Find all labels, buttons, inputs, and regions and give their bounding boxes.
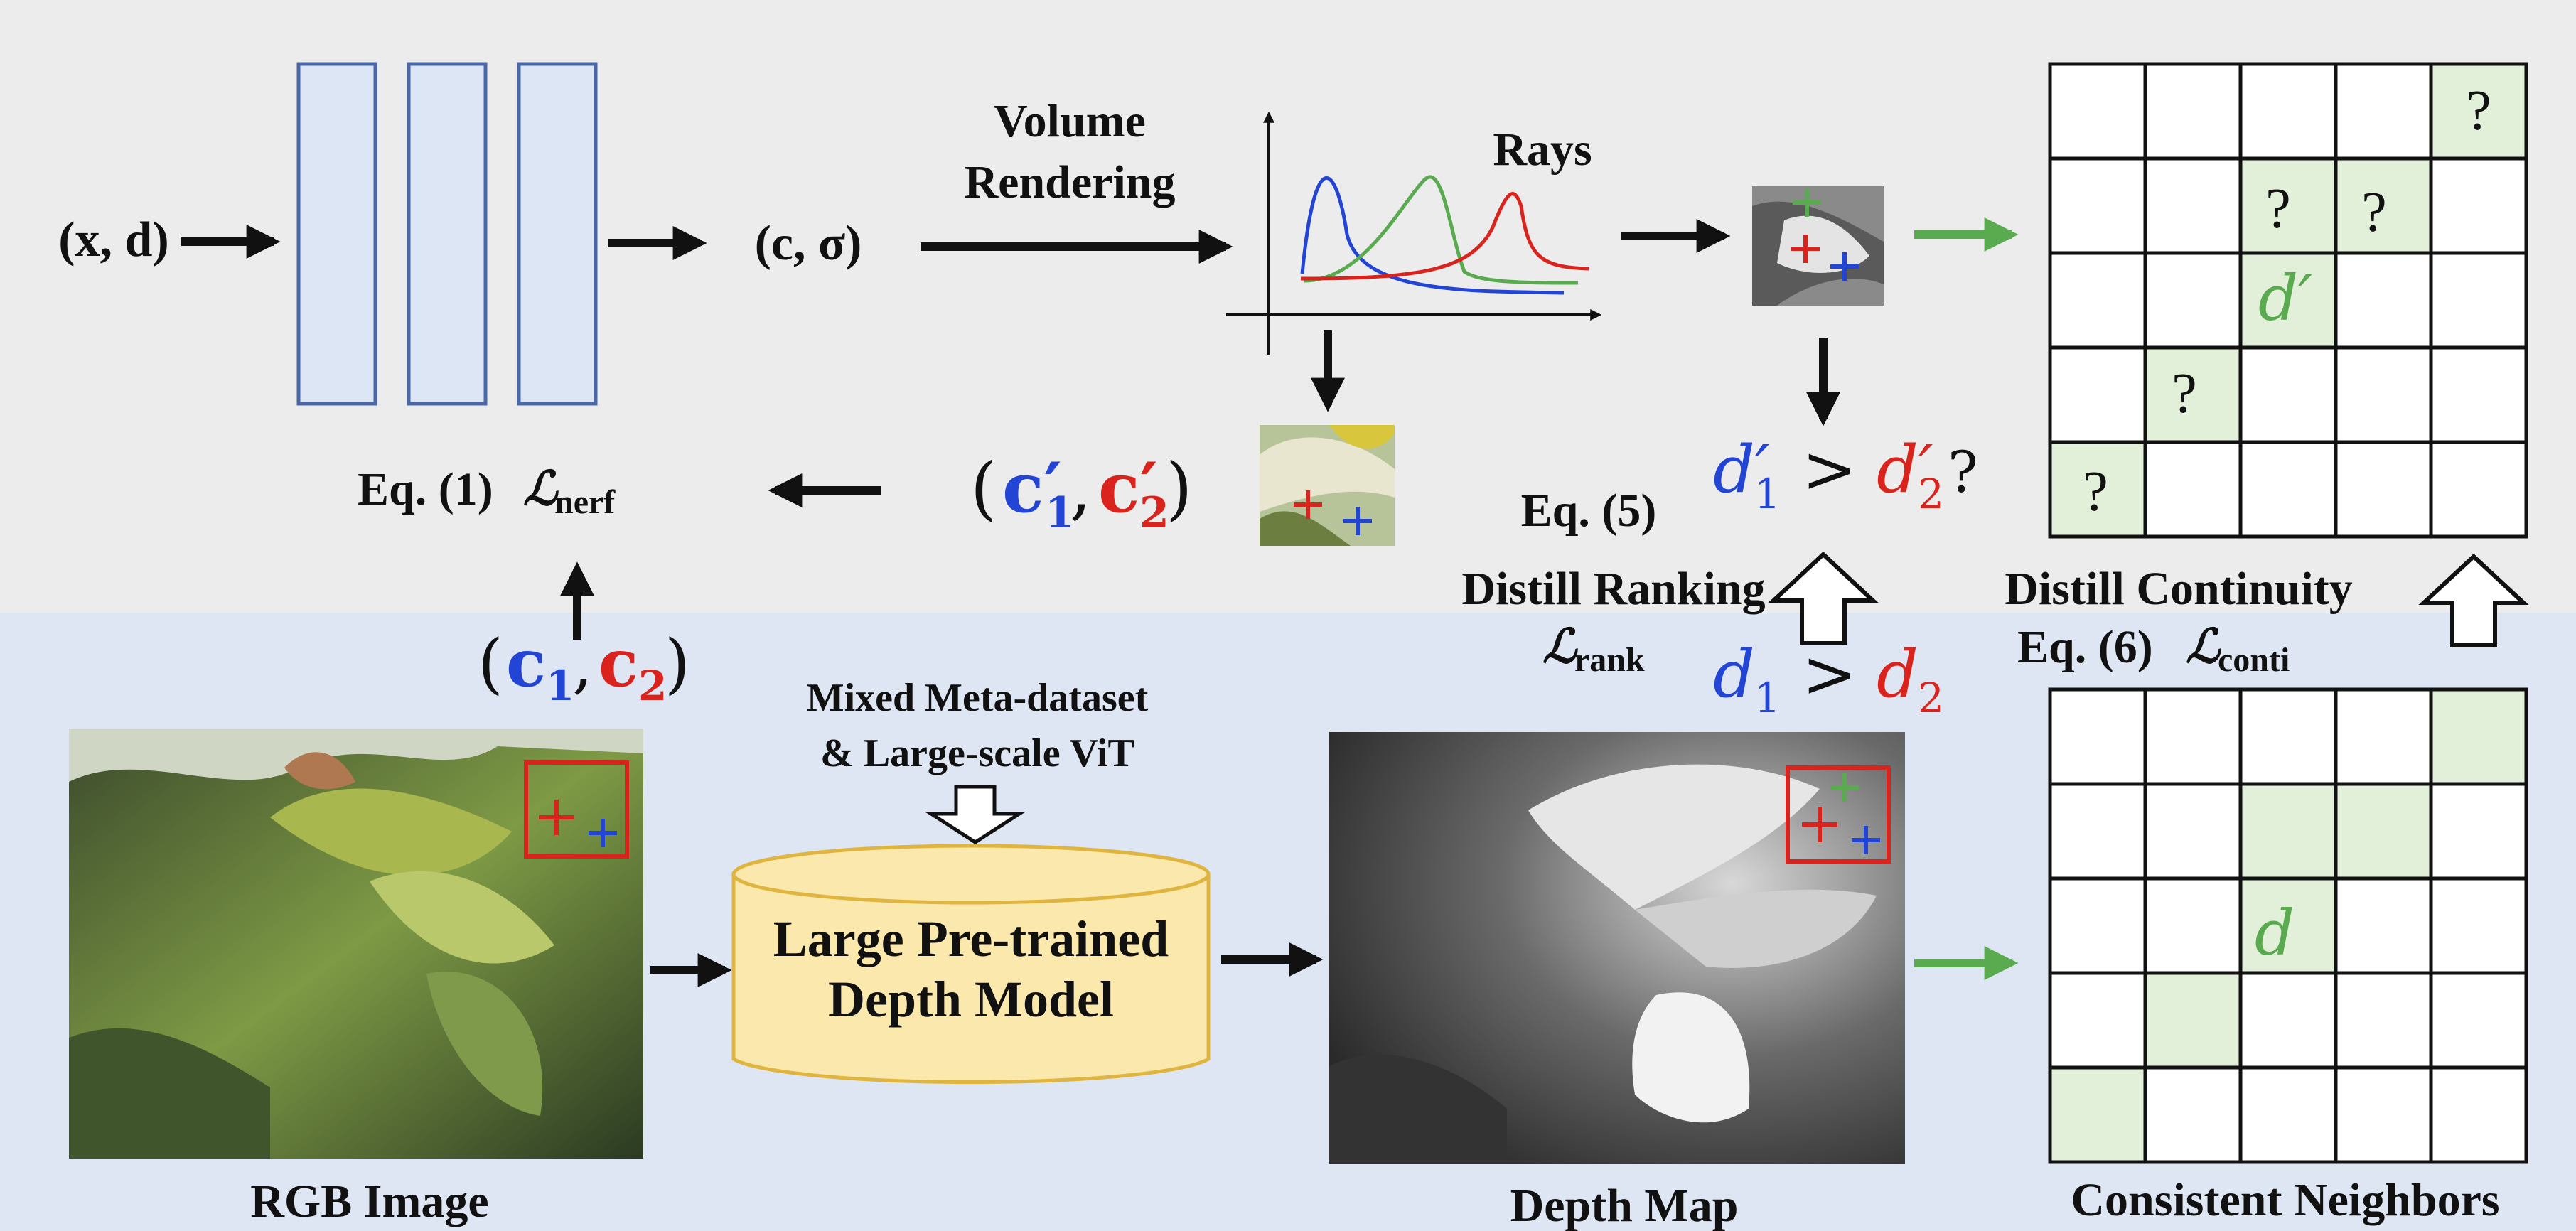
rendered-color-patch xyxy=(1260,425,1395,546)
pixel-colors: ( c 1 , c 2 ) xyxy=(478,625,690,710)
svg-text:1: 1 xyxy=(1045,488,1075,538)
grid-cell xyxy=(2240,878,2336,973)
svg-text:c′: c′ xyxy=(1002,448,1062,528)
meta-dataset-line2: & Large-scale ViT xyxy=(820,731,1134,775)
mlp-layer-1 xyxy=(296,62,377,406)
grid-cell xyxy=(2145,348,2240,442)
grid-cell xyxy=(2240,158,2336,253)
grid-cell xyxy=(2336,784,2431,878)
svg-text:Eq. (1): Eq. (1) xyxy=(358,463,493,515)
svg-text:): ) xyxy=(665,625,690,701)
meta-dataset-line1: Mixed Meta-dataset xyxy=(807,676,1149,720)
rank-ground-truth: d 1 > d 2 xyxy=(1713,636,1944,722)
svg-text:d: d xyxy=(1877,636,1918,712)
svg-text:conti: conti xyxy=(2218,641,2290,679)
depth-caption: Depth Map xyxy=(1510,1180,1739,1231)
grid-cell xyxy=(2145,973,2240,1068)
svg-text:ℒ: ℒ xyxy=(1542,618,1578,674)
svg-text:d′: d′ xyxy=(1877,431,1933,507)
svg-text:1: 1 xyxy=(546,662,574,710)
ray-curve-green xyxy=(1304,175,1579,285)
grid-cell xyxy=(2050,1068,2145,1162)
rendered-colors: ( c′ 1 , c′ 2 ) xyxy=(970,448,1192,538)
model-label-line2: Depth Model xyxy=(828,971,1114,1028)
grid-cell xyxy=(2240,253,2336,348)
svg-text:c: c xyxy=(506,625,546,701)
rays-plot: Rays xyxy=(1226,111,1602,355)
grid-cell xyxy=(2336,158,2431,253)
svg-text:(: ( xyxy=(970,448,997,528)
svg-text:>: > xyxy=(1802,431,1857,507)
svg-text:d: d xyxy=(1713,636,1755,712)
distill-continuity-arrow xyxy=(2418,553,2529,647)
grid-cell xyxy=(2431,689,2526,784)
grid-question: ? xyxy=(2361,181,2387,244)
svg-text:ℒ: ℒ xyxy=(2186,618,2221,674)
svg-text:?: ? xyxy=(1948,439,1978,505)
eq6-label: Eq. (6) ℒ conti xyxy=(2017,618,2290,679)
svg-text:(x, d): (x, d) xyxy=(58,213,169,267)
pred-neighbor-grid: ? ? ? ? ? d′ xyxy=(2048,62,2528,539)
grid-cell xyxy=(2240,784,2336,878)
svg-text:ℒ: ℒ xyxy=(523,461,559,516)
volume-rendering-line2: Rendering xyxy=(965,156,1176,208)
meta-dataset-arrow xyxy=(925,785,1026,844)
grid-question: ? xyxy=(2083,461,2108,523)
svg-text:>: > xyxy=(1802,636,1857,712)
grid-cell xyxy=(2050,442,2145,537)
rank-prediction: d′ 1 > d′ 2 ? xyxy=(1713,431,1978,518)
grid-question: ? xyxy=(2172,362,2197,425)
neighbors-caption: Consistent Neighbors xyxy=(2071,1174,2499,1226)
volume-rendering-line1: Volume xyxy=(994,95,1146,147)
mlp-layer-3 xyxy=(517,62,598,406)
distill-ranking-arrow xyxy=(1768,551,1879,645)
depth-map xyxy=(1329,732,1905,1164)
rgb-caption: RGB Image xyxy=(250,1176,488,1227)
mlp-layer-2 xyxy=(407,62,488,406)
grid-cell xyxy=(2431,64,2526,158)
grid-center-value: d xyxy=(2255,896,2295,969)
svg-text:2: 2 xyxy=(1918,470,1944,518)
depth-model-cylinder: Large Pre-trained Depth Model xyxy=(731,844,1211,1085)
svg-text:): ) xyxy=(1166,448,1192,528)
distill-ranking-label: Distill Ranking xyxy=(1461,563,1765,615)
svg-text:2: 2 xyxy=(638,662,667,710)
grid-question: ? xyxy=(2466,80,2491,142)
svg-text:1: 1 xyxy=(1754,470,1781,518)
output-label: (c, σ) xyxy=(755,216,862,271)
ray-curve-red xyxy=(1300,192,1589,281)
svg-text:c: c xyxy=(599,625,638,701)
svg-text:Eq. (6): Eq. (6) xyxy=(2017,621,2153,673)
eq1-label: Eq. (1) ℒ nerf xyxy=(358,461,616,521)
eq5-label: Eq. (5) xyxy=(1521,485,1657,537)
grid-question: ? xyxy=(2265,178,2291,240)
svg-text:(: ( xyxy=(478,625,503,701)
rendered-depth-patch xyxy=(1752,186,1884,306)
rays-label: Rays xyxy=(1493,124,1592,176)
distill-continuity-label: Distill Continuity xyxy=(2005,563,2353,615)
svg-text:2: 2 xyxy=(1918,674,1944,722)
svg-text:2: 2 xyxy=(1139,488,1169,538)
rgb-image xyxy=(69,729,643,1159)
rank-loss-label: ℒ rank xyxy=(1542,618,1645,679)
svg-text:1: 1 xyxy=(1754,674,1781,722)
model-label-line1: Large Pre-trained xyxy=(773,910,1169,967)
svg-text:c′: c′ xyxy=(1098,448,1158,528)
grid-center-value: d′ xyxy=(2258,262,2312,335)
svg-text:nerf: nerf xyxy=(554,483,616,521)
svg-text:,: , xyxy=(1070,448,1092,528)
ray-curve-blue xyxy=(1300,176,1565,295)
consistent-neighbor-grid: d xyxy=(2048,687,2528,1164)
svg-text:d′: d′ xyxy=(1713,431,1770,507)
input-label: (x, d) xyxy=(58,213,169,267)
svg-text:rank: rank xyxy=(1574,641,1645,679)
